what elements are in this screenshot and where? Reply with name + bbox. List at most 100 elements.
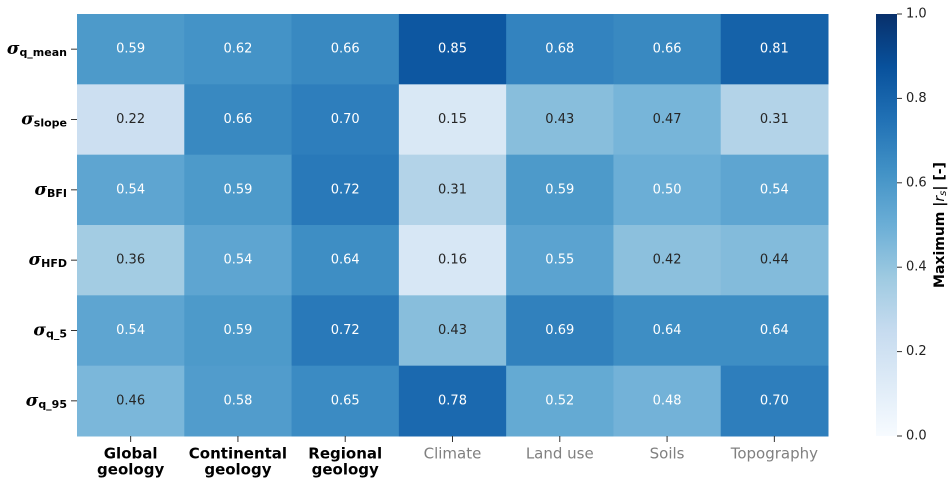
heatmap-cell [613,365,722,437]
cell-label: 0.68 [545,42,574,57]
heatmap-cell [398,154,507,226]
colorbar-tick-label: 1.0 [906,7,927,22]
cell-label: 0.81 [760,42,789,57]
x-tick-label: Global [104,445,158,463]
heatmap-cell [77,84,185,156]
colorbar-tick-label: 0.0 [906,429,927,444]
heatmap-cell [77,154,185,226]
y-tick-label: σq_mean [7,39,67,60]
colorbar-label: Maximum |rs| [-] [932,162,949,288]
cell-label: 0.50 [653,182,682,197]
cell-label: 0.59 [223,323,252,338]
heatmap-cell [398,295,507,367]
row-symbol: σ [21,109,34,129]
heatmap-cell [506,14,614,85]
heatmap-cell [184,295,293,367]
heatmap-cell [291,154,400,226]
heatmap-cell [291,365,400,437]
row-subscript: slope [34,117,67,130]
heatmap-cell [398,14,507,85]
heatmap-cell [506,154,614,226]
cell-label: 0.54 [223,253,252,268]
heatmap-cell [398,225,507,296]
heatmap-cell [613,225,722,296]
heatmap-cell [613,84,722,156]
heatmap-cell [291,14,400,85]
cell-label: 0.72 [331,323,360,338]
y-tick-label: σslope [21,109,67,130]
cell-label: 0.36 [116,253,145,268]
heatmap-cell [184,365,293,437]
colorbar-tick-label: 0.4 [906,260,927,275]
heatmap-cell [77,295,185,367]
cell-label: 0.72 [331,182,360,197]
heatmap-cell [398,365,507,437]
x-tick-label: Topography [730,445,818,463]
row-symbol: σ [26,390,39,410]
row-symbol: σ [7,39,20,59]
heatmap-cell [291,84,400,156]
y-tick-label: σHFD [29,250,67,271]
cell-label: 0.43 [545,112,574,127]
row-symbol: σ [33,320,46,340]
cell-label: 0.54 [116,323,145,338]
colorbar-tick-label: 0.8 [906,91,927,106]
cell-label: 0.52 [545,393,574,408]
x-tick-label: geology [312,461,379,479]
cell-label: 0.65 [331,393,360,408]
colorbar-tick-label: 0.2 [906,344,927,359]
cell-label: 0.31 [760,112,789,127]
row-subscript: HFD [41,257,67,270]
heatmap-cell [184,14,293,85]
cell-label: 0.15 [438,112,467,127]
heatmap-cell [77,225,185,296]
y-tick-label: σq_5 [33,320,67,341]
heatmap-cell [184,225,293,296]
heatmap-cell [506,225,614,296]
heatmap-cell [291,225,400,296]
x-tick-label: Regional [308,445,382,463]
heatmap-cell [720,84,829,156]
x-tick-label: geology [204,461,271,479]
heatmap-cell [720,14,829,85]
cell-label: 0.69 [545,323,574,338]
heatmap-cell [506,84,614,156]
cell-label: 0.16 [438,253,467,268]
colorbar-tick-label: 0.6 [906,175,927,190]
cell-label: 0.59 [223,182,252,197]
heatmap-cell [184,84,293,156]
heatmap-cell [398,84,507,156]
colorbar-label-suffix: | [-] [932,162,948,191]
row-subscript: BFI [47,187,67,200]
cell-label: 0.66 [331,42,360,57]
cell-label: 0.70 [760,393,789,408]
cell-label: 0.55 [545,253,574,268]
x-tick-label: Land use [526,445,594,463]
cell-label: 0.64 [760,323,789,338]
colorbar-label-variable: r [932,195,948,202]
colorbar-label-subscript: s [938,191,949,196]
row-subscript: q_mean [19,46,67,59]
y-tick-label: σq_95 [26,390,67,411]
cell-label: 0.66 [223,112,252,127]
cell-label: 0.62 [223,42,252,57]
heatmap-cell [720,295,829,367]
x-tick-label: Continental [189,445,287,463]
heatmap-cell [613,154,722,226]
cell-label: 0.54 [116,182,145,197]
heatmap-cell [291,295,400,367]
heatmap-cell [506,365,614,437]
cell-label: 0.43 [438,323,467,338]
cell-label: 0.66 [653,42,682,57]
row-subscript: q_5 [46,328,67,341]
heatmap-cell [613,14,722,85]
cell-label: 0.47 [653,112,682,127]
cell-label: 0.78 [438,393,467,408]
row-symbol: σ [29,250,42,270]
heatmap-cell [77,14,185,85]
cell-label: 0.64 [331,253,360,268]
heatmap-cell [77,365,185,437]
cell-label: 0.59 [116,42,145,57]
row-subscript: q_95 [38,398,67,411]
heatmap-cell [613,295,722,367]
